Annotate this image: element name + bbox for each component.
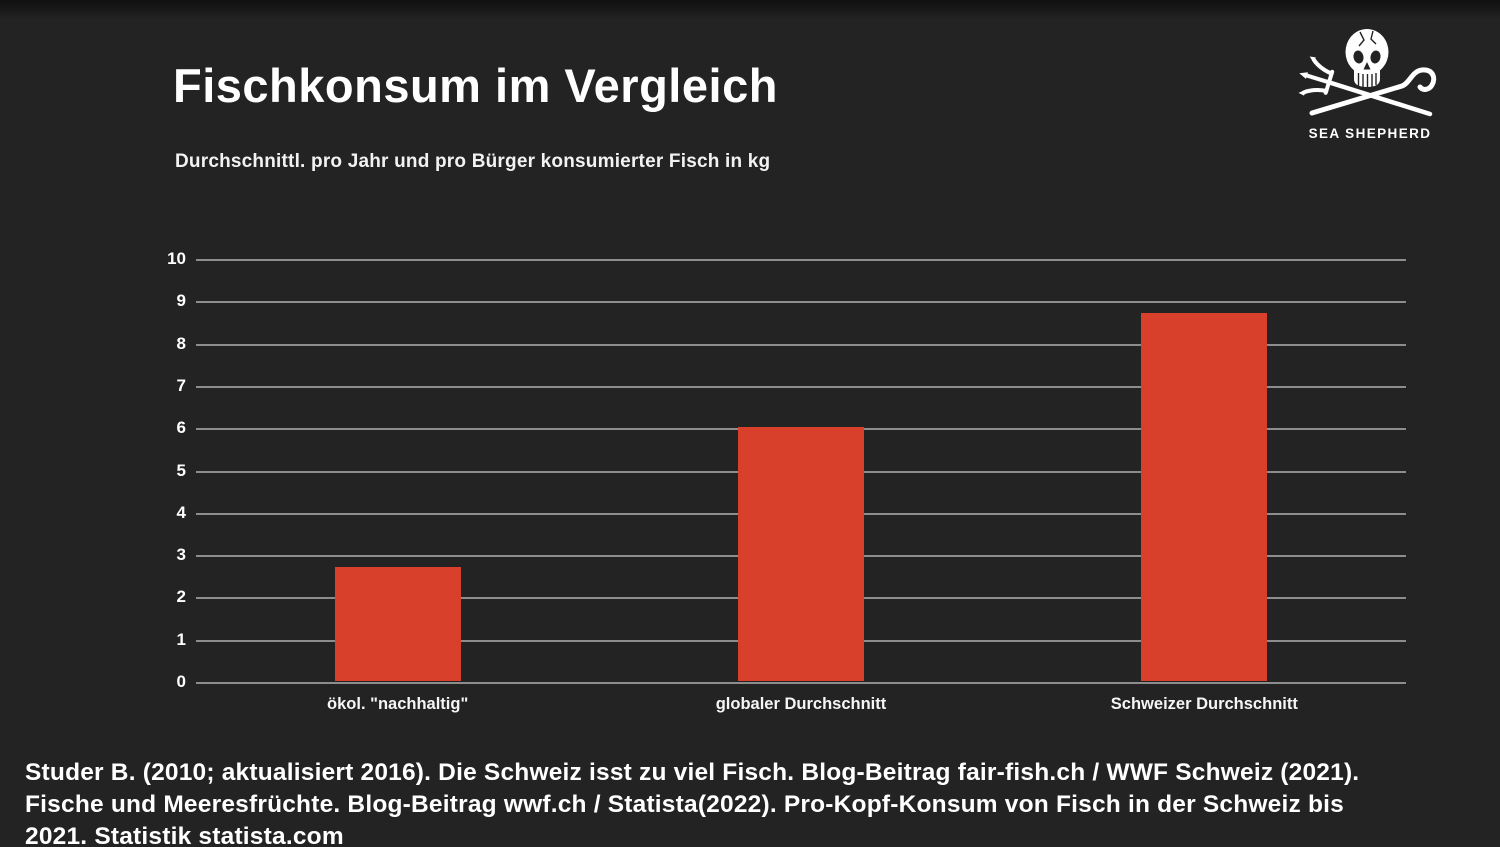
plot-area: 0 1 2 3 4 5 6 7 8 9 10 ökol. "nachhaltig" globaler D… (167, 249, 1406, 713)
y-axis-tick-label: 0 (176, 672, 186, 691)
gridline (196, 385, 1406, 388)
gridline (196, 301, 1406, 304)
y-axis-tick-label: 7 (176, 375, 186, 395)
source-citation: Studer B. (2010; aktualisiert 2016). Die… (25, 757, 1480, 847)
top-edge-shade (0, 0, 1500, 20)
chart-subtitle: Durchschnittl. pro Jahr und pro Bürger k… (175, 151, 771, 172)
page-title: Fischkonsum im Vergleich (173, 59, 778, 112)
bar (334, 566, 461, 681)
x-axis-label: ökol. "nachhaltig" (327, 695, 469, 713)
y-axis-tick-label: 2 (176, 587, 186, 607)
x-axis-label: Schweizer Durchschnitt (1110, 695, 1298, 713)
gridline (196, 259, 1406, 261)
gridline (196, 682, 1406, 684)
y-axis-tick-label: 8 (176, 333, 186, 353)
gridline (196, 343, 1406, 346)
source-citation-line: Studer B. (2010; aktualisiert 2016). Die… (25, 759, 1360, 786)
y-axis-tick-label: 10 (167, 249, 186, 268)
y-axis-tick-label: 1 (176, 629, 186, 649)
y-axis-tick-label: 5 (176, 460, 186, 480)
bar (1141, 313, 1268, 681)
skull-and-crossed-staffs-icon (1298, 29, 1437, 117)
sea-shepherd-logo: SEA SHEPHERD (1296, 25, 1444, 141)
y-axis-tick-label: 6 (176, 418, 186, 438)
y-axis-tick-label: 3 (176, 545, 186, 565)
bar (738, 427, 864, 681)
y-axis-tick-label: 9 (176, 291, 186, 311)
source-citation-line: 2021. Statistik statista.com (25, 823, 344, 847)
source-citation-line: Fische und Meeresfrüchte. Blog-Beitrag w… (25, 791, 1344, 818)
y-axis-tick-label: 4 (176, 502, 186, 522)
x-axis-label: globaler Durchschnitt (715, 695, 887, 713)
sea-shepherd-wordmark: SEA SHEPHERD (1308, 126, 1432, 141)
